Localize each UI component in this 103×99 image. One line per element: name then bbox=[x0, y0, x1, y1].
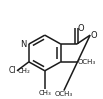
Text: O: O bbox=[78, 24, 84, 33]
Text: Cl: Cl bbox=[8, 66, 16, 75]
Text: O: O bbox=[91, 31, 97, 40]
Text: CH₂: CH₂ bbox=[18, 68, 30, 74]
Text: CH₃: CH₃ bbox=[38, 90, 51, 96]
Text: OCH₃: OCH₃ bbox=[78, 59, 96, 65]
Text: OCH₃: OCH₃ bbox=[55, 91, 73, 97]
Text: N: N bbox=[20, 40, 27, 49]
